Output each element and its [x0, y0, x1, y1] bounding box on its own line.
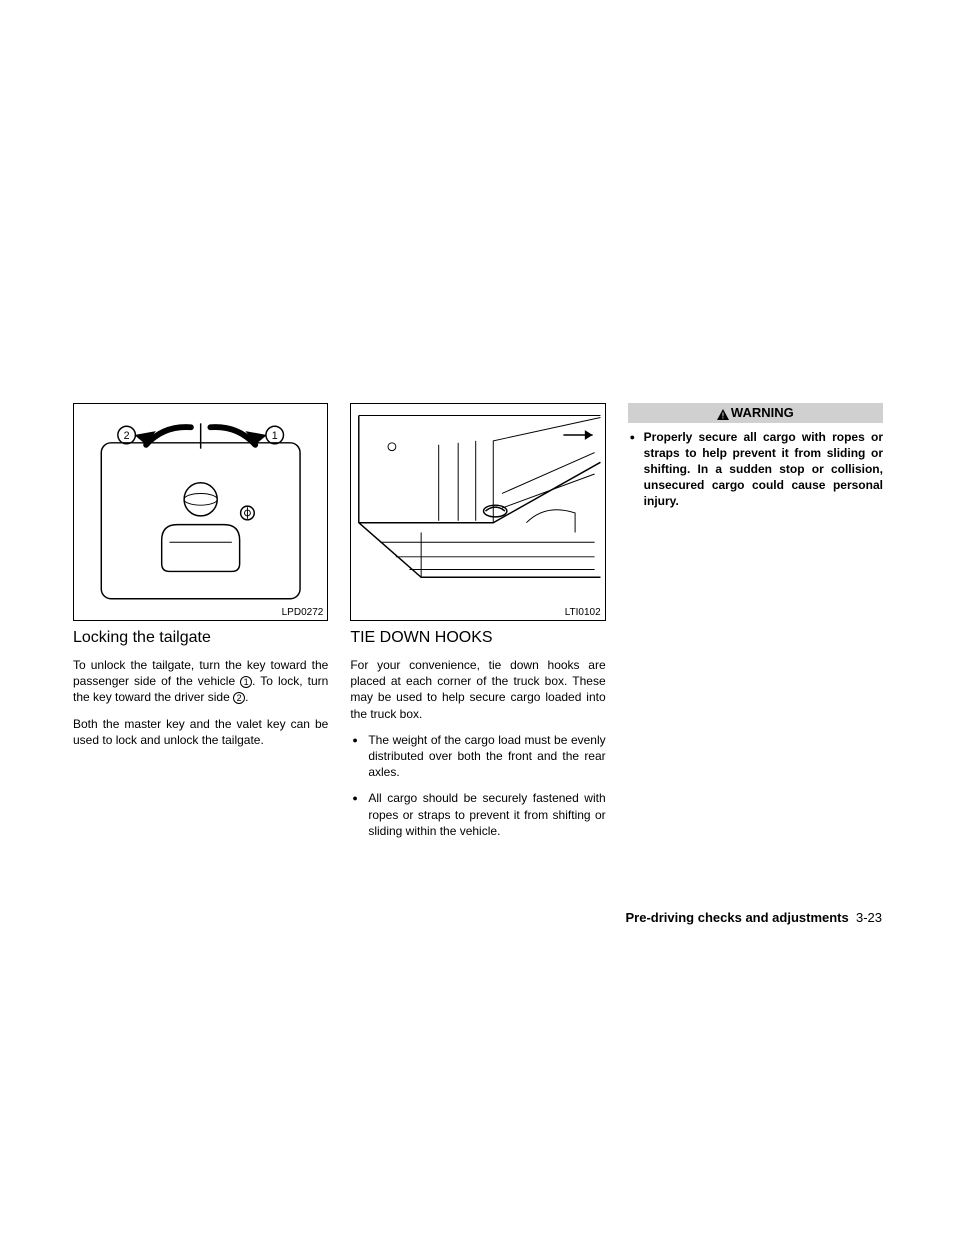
text-fragment: .	[245, 690, 248, 704]
figure-code-1: LPD0272	[282, 607, 324, 618]
svg-text:2: 2	[124, 430, 130, 442]
column-2: LTI0102 TIE DOWN HOOKS For your convenie…	[350, 403, 605, 849]
circled-1-inline: 1	[240, 676, 252, 688]
warning-header: ! WARNING	[628, 403, 883, 423]
para-unlock-instructions: To unlock the tailgate, turn the key tow…	[73, 657, 328, 706]
warning-list: Properly secure all cargo with ropes or …	[628, 429, 883, 510]
circled-2-inline: 2	[233, 692, 245, 704]
para-key-types: Both the master key and the valet key ca…	[73, 716, 328, 748]
svg-text:!: !	[722, 411, 725, 420]
hooks-bullet-list: The weight of the cargo load must be eve…	[350, 732, 605, 849]
svg-text:1: 1	[272, 430, 278, 442]
content-area: 1 2 LPD0272 Locking the tailgate To unlo…	[73, 403, 883, 849]
warning-item: Properly secure all cargo with ropes or …	[644, 429, 883, 510]
warning-label: WARNING	[731, 405, 794, 420]
figure-tie-down-hooks: LTI0102	[350, 403, 605, 621]
figure-code-2: LTI0102	[565, 607, 601, 618]
heading-tie-down-hooks: TIE DOWN HOOKS	[350, 629, 605, 647]
para-hooks-intro: For your convenience, tie down hooks are…	[350, 657, 605, 722]
warning-triangle-icon: !	[717, 407, 729, 421]
column-3: ! WARNING Properly secure all cargo with…	[628, 403, 883, 849]
footer-section: Pre-driving checks and adjustments	[626, 910, 849, 925]
bullet-weight-distribution: The weight of the cargo load must be eve…	[368, 732, 605, 781]
figure-tailgate-lock: 1 2 LPD0272	[73, 403, 328, 621]
bullet-secure-cargo: All cargo should be securely fastened wi…	[368, 790, 605, 839]
footer-page: 3-23	[856, 910, 882, 925]
subheading-locking-tailgate: Locking the tailgate	[73, 629, 328, 647]
page-footer: Pre-driving checks and adjustments 3-23	[626, 910, 883, 925]
column-1: 1 2 LPD0272 Locking the tailgate To unlo…	[73, 403, 328, 849]
